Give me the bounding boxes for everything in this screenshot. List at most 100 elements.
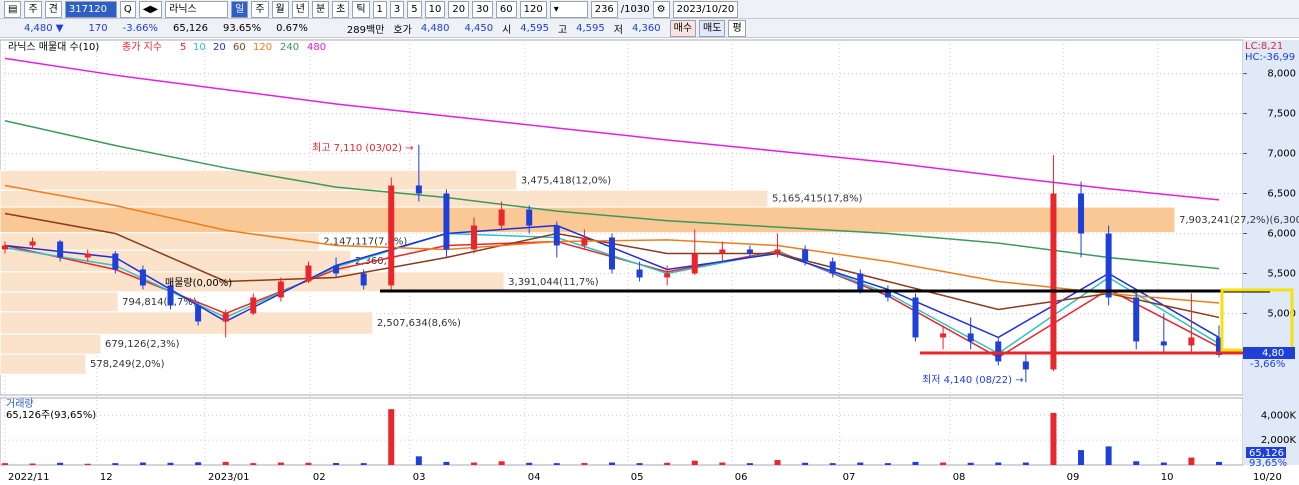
total-count: /1030 (620, 3, 650, 15)
y-tick-label: 6,500 (1267, 189, 1296, 200)
period-button[interactable]: 년 (291, 0, 309, 18)
dropdown[interactable]: ▾ (549, 0, 588, 18)
candle-body (1, 245, 8, 250)
low: 4,360 (631, 22, 661, 34)
avg-button[interactable]: 평 (728, 19, 746, 37)
volume-bar (277, 462, 284, 465)
volume-bar (29, 463, 36, 465)
y-tick-label: 8,000 (1267, 69, 1296, 80)
quote-bar: 4,480 ▼ 170 -3.66% 65,126 93.65% 0.67% 2… (0, 19, 1299, 38)
volume-bar (912, 461, 919, 465)
high-annotation: 최고 7,110 (03/02) → (312, 142, 414, 154)
date-field[interactable]: 2023/10/20 (672, 0, 739, 18)
volume-title: 거래량 (6, 398, 34, 410)
volume-bar (222, 461, 229, 465)
tool-button[interactable]: ⚙ (652, 0, 670, 18)
interval-button[interactable]: 20 (448, 0, 470, 18)
open-label: 시 (502, 24, 512, 36)
volume-bar (112, 463, 119, 465)
candle-body (802, 249, 809, 262)
amount: 289백만 (346, 24, 385, 36)
interval-button[interactable]: 1 (372, 0, 387, 18)
interval-button[interactable]: 120 (519, 0, 547, 18)
volume-bar (636, 463, 643, 465)
volume-bar (719, 462, 726, 465)
price-tag-rate: -3,66% (1250, 359, 1285, 370)
last-date: 10/20 (1253, 472, 1282, 483)
count-field[interactable]: 236 (590, 0, 618, 18)
interval-button[interactable]: 60 (495, 0, 517, 18)
volume-bar (1022, 462, 1029, 465)
period-button[interactable]: 주 (251, 0, 269, 18)
candle-body (1160, 341, 1167, 346)
interval-button[interactable]: 5 (407, 0, 422, 18)
volume-bar (746, 463, 753, 465)
profile-zero: 매물량(0,00%) (165, 277, 232, 289)
volume-bar (57, 462, 64, 465)
candle-body (1050, 193, 1057, 370)
volume-tag (1246, 447, 1286, 458)
volume-bar (802, 462, 809, 465)
candle-body (1188, 337, 1195, 346)
buy-button[interactable]: 매수 (669, 19, 697, 37)
profile-label: 794,814(2,7%) (122, 297, 197, 308)
x-tick-label: 09 (1067, 472, 1080, 483)
volume-bar (829, 463, 836, 465)
interval-button[interactable]: 10 (424, 0, 446, 18)
volume-bar (553, 463, 560, 465)
candle-body (967, 333, 974, 342)
ma-title: 종가 지수 (122, 41, 162, 53)
candle-body (471, 225, 478, 250)
candle-body (1105, 233, 1112, 298)
volume-bar (857, 462, 864, 465)
open: 4,595 (520, 22, 549, 34)
volume-bar (471, 462, 478, 465)
volume-bar (443, 461, 450, 465)
code-input[interactable]: 317120 (64, 0, 117, 18)
candle-body (581, 237, 588, 246)
change: 170 (88, 22, 108, 34)
x-tick-label: 08 (953, 472, 966, 483)
sell-button[interactable]: 매도 (699, 19, 726, 37)
volume-bar (1133, 461, 1140, 465)
candle-body (553, 225, 560, 246)
x-tick-label: 2023/01 (208, 472, 250, 483)
volume-bar (139, 462, 146, 465)
period-button[interactable]: 일 (231, 0, 249, 18)
candle-body (857, 273, 864, 290)
x-tick-label: 02 (313, 472, 326, 483)
nav-button[interactable]: ◀▶ (138, 0, 163, 18)
period-button[interactable]: 분 (311, 0, 330, 18)
profile-label: 7,903,241(27,2%)(6,300,00 ~ 6,040,00) (1179, 215, 1299, 226)
legend-entry: 120 (253, 42, 272, 53)
candle-body (912, 297, 919, 338)
candle-body (829, 261, 836, 274)
candle-body (195, 305, 202, 322)
candle-body (84, 253, 91, 258)
candle-body (112, 253, 119, 270)
volume-bar (581, 463, 588, 465)
candle-body (139, 269, 146, 286)
interval-button[interactable]: 3 (389, 0, 405, 18)
search-button[interactable]: Q (119, 0, 136, 18)
period-button[interactable]: 틱 (352, 0, 370, 18)
interval-button[interactable]: 30 (472, 0, 493, 18)
legend-entry: 60 (233, 42, 246, 53)
candle-body (305, 265, 312, 282)
menu-button[interactable]: ▤ (4, 0, 22, 18)
market-button[interactable]: 주 (24, 0, 42, 18)
period-button[interactable]: 월 (271, 0, 289, 18)
profile-label: 5,165,415(17,8%) (772, 194, 863, 205)
price-tag (1243, 347, 1295, 359)
profile-label: 578,249(2,0%) (90, 359, 165, 370)
volume-bar (664, 462, 671, 465)
view-button[interactable]: 견 (44, 0, 62, 18)
name-field[interactable]: 라닉스 (165, 0, 229, 18)
turnover: 0.67% (276, 22, 308, 34)
volume-bar (940, 462, 947, 465)
volume-panel (0, 397, 1244, 466)
period-button[interactable]: 초 (332, 0, 350, 18)
candle-body (222, 313, 229, 322)
volume-bar (1105, 446, 1112, 465)
